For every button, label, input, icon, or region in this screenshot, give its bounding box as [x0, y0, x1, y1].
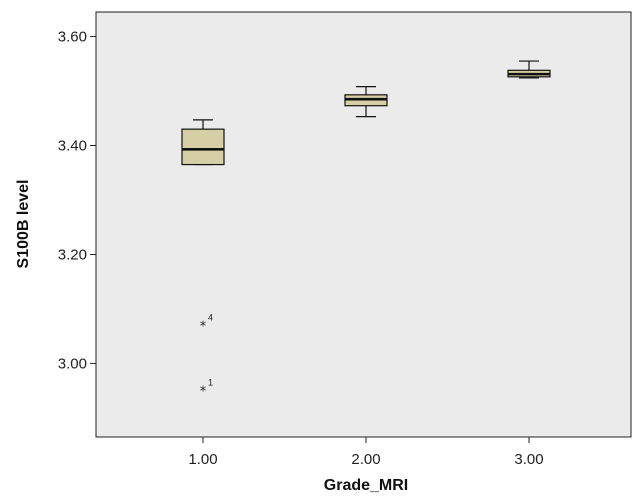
box-group [344, 86, 388, 118]
outlier-label: 4 [208, 312, 213, 322]
box-group [507, 60, 551, 79]
y-tick-label: 3.20 [58, 246, 87, 263]
x-axis-title: Grade_MRI [324, 477, 408, 494]
y-axis-title: S100B level [15, 180, 32, 269]
outlier-point: * [200, 385, 207, 400]
box-series: *4*1 [181, 60, 551, 400]
y-tick-label: 3.00 [58, 355, 87, 372]
y-tick-label: 3.40 [58, 137, 87, 154]
plot-area [95, 11, 632, 438]
outlier-point: * [200, 319, 207, 334]
x-tick-label: 1.00 [188, 451, 217, 468]
x-tick-label: 3.00 [514, 451, 543, 468]
outlier-label: 1 [208, 378, 213, 388]
box-group: *4*1 [181, 119, 225, 400]
y-tick-label: 3.60 [58, 29, 87, 46]
x-axis: 1.00 2.00 3.00 [188, 437, 544, 468]
iqr-box [181, 128, 225, 166]
x-tick-label: 2.00 [351, 451, 380, 468]
y-axis: 3.00 3.20 3.40 3.60 [58, 29, 96, 372]
